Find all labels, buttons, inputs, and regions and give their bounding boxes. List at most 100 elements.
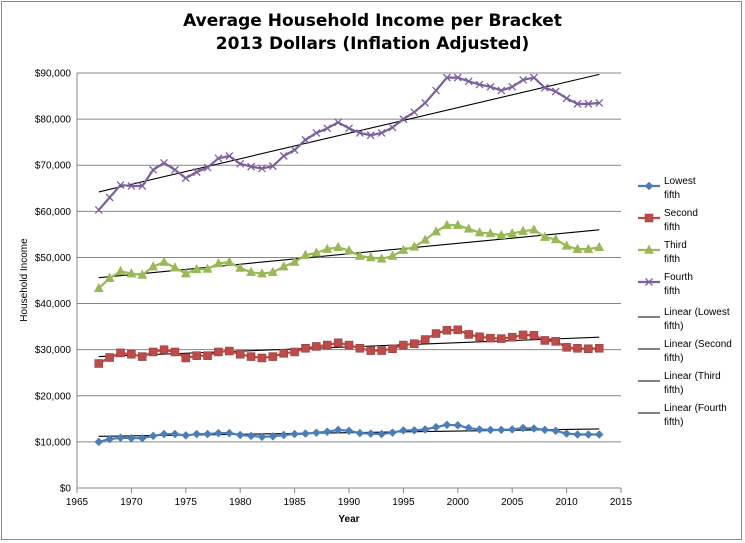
legend-label: Second: [664, 208, 698, 219]
data-point: [323, 124, 332, 133]
data-point: [529, 424, 539, 433]
data-point: [562, 343, 571, 352]
data-point: [214, 154, 223, 163]
data-point: [344, 426, 354, 436]
data-point: [94, 437, 104, 447]
series-group: [93, 73, 605, 447]
data-point: [225, 152, 234, 160]
x-tick-label: 1995: [392, 497, 415, 508]
legend-marker: [644, 181, 654, 191]
data-point: [453, 325, 463, 335]
data-point: [247, 162, 256, 171]
data-point: [345, 124, 353, 133]
data-point: [214, 428, 223, 438]
data-point: [235, 262, 246, 272]
data-point: [355, 344, 365, 353]
data-point: [518, 330, 528, 340]
series-lowest-fifth: [94, 420, 604, 447]
data-point: [399, 340, 408, 350]
data-point: [464, 330, 473, 339]
data-point: [267, 266, 278, 276]
data-point: [258, 164, 266, 173]
data-point: [572, 243, 583, 253]
data-point: [420, 335, 430, 344]
data-point: [595, 99, 604, 107]
legend-label: fifth): [664, 321, 683, 332]
data-point: [159, 429, 169, 439]
data-point: [279, 349, 288, 358]
data-point: [278, 261, 289, 271]
chart-title: Average Household Income per Bracket: [183, 11, 562, 31]
x-tick-label: 1975: [175, 497, 198, 508]
legend-label: fifth): [664, 353, 683, 364]
x-tick-label: 2010: [555, 497, 578, 508]
data-point: [224, 256, 235, 266]
data-point: [388, 428, 397, 438]
legend-marker: [645, 278, 653, 286]
data-point: [203, 163, 212, 172]
data-point: [529, 224, 539, 234]
data-point: [463, 223, 474, 233]
data-point: [180, 268, 191, 278]
legend-label: fifth): [664, 385, 683, 396]
data-point: [148, 347, 158, 357]
data-point: [497, 334, 506, 343]
data-point: [311, 247, 322, 257]
y-tick-label: $20,000: [35, 391, 72, 402]
data-point: [354, 250, 365, 260]
legend-entry: Lowest fifth: [638, 176, 696, 201]
legend-label: fifth): [664, 417, 683, 428]
data-point: [290, 146, 299, 154]
data-point: [279, 152, 288, 160]
data-point: [257, 268, 267, 278]
series-third-fifth: [93, 219, 605, 293]
legend-label: fifth: [664, 286, 680, 297]
legend-entry: Linear (Lowest fifth): [638, 307, 730, 332]
data-point: [551, 337, 560, 346]
data-point: [116, 433, 125, 443]
chart-subtitle: 2013 Dollars (Inflation Adjusted): [215, 34, 530, 54]
data-point: [388, 123, 397, 132]
data-point: [192, 429, 202, 439]
x-tick-label: 1985: [283, 497, 306, 508]
data-point: [202, 263, 213, 273]
data-point: [540, 83, 549, 92]
data-point: [322, 340, 332, 350]
y-tick-labels: $0 $10,000 $20,000 $30,000 $40,000 $50,000 $60…: [35, 69, 72, 495]
legend: Lowest fifth Second fifth Third fifth Fourth fi…: [638, 176, 732, 428]
legend-entry: Fourth fifth: [638, 272, 693, 297]
legend-entry: Linear (Second fifth): [638, 339, 732, 364]
data-point: [486, 333, 495, 343]
data-point: [409, 426, 419, 435]
x-tick-label: 1980: [229, 497, 252, 508]
y-tick-label: $70,000: [35, 161, 72, 172]
data-point: [105, 353, 114, 362]
data-point: [268, 432, 278, 441]
data-point: [322, 427, 332, 437]
data-point: [594, 241, 605, 252]
data-point: [584, 430, 593, 439]
data-point: [420, 425, 430, 434]
x-tick-label: 1990: [338, 497, 361, 508]
data-point: [573, 430, 582, 439]
y-tick-label: $80,000: [35, 115, 72, 126]
data-point: [170, 347, 180, 357]
x-tick-label: 2015: [610, 497, 633, 508]
data-point: [496, 229, 507, 240]
data-point: [366, 131, 375, 140]
data-point: [159, 256, 169, 266]
data-point: [159, 345, 169, 354]
data-point: [410, 108, 419, 117]
data-point: [573, 99, 582, 108]
data-point: [551, 87, 560, 96]
data-point: [507, 227, 518, 238]
data-point: [246, 431, 256, 441]
x-tick-label: 1965: [66, 497, 89, 508]
y-tick-label: $90,000: [35, 69, 72, 80]
data-point: [148, 261, 159, 271]
data-point: [301, 135, 310, 144]
data-point: [496, 425, 506, 435]
legend-entry: Linear (Third fifth): [638, 371, 721, 396]
data-point: [442, 420, 452, 430]
